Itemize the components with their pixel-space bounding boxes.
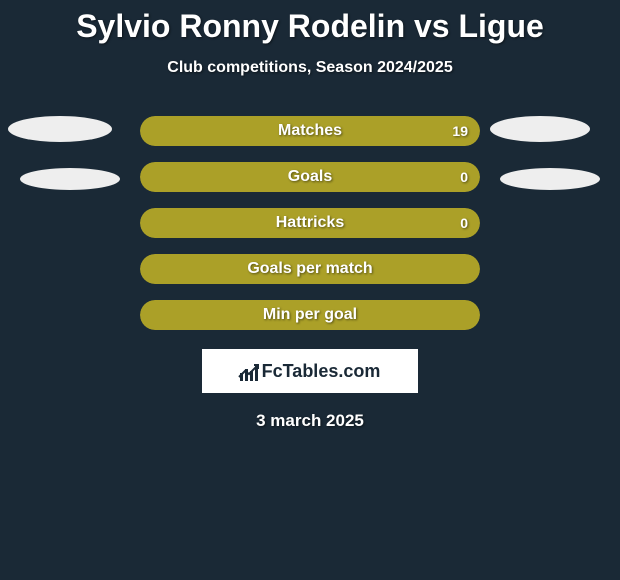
right-ellipse-2 <box>500 168 600 190</box>
bar-row: Min per goal <box>140 300 480 330</box>
left-ellipse-1 <box>8 116 112 142</box>
chart-icon <box>240 361 258 381</box>
bars-container: Matches 19 Goals 0 Hattricks 0 Goals per… <box>140 116 480 346</box>
brand-badge: FcTables.com <box>202 349 418 393</box>
bar-row: Goals per match <box>140 254 480 284</box>
bar-label: Min per goal <box>140 300 480 330</box>
subtitle: Club competitions, Season 2024/2025 <box>0 59 620 77</box>
page-title: Sylvio Ronny Rodelin vs Ligue <box>0 0 620 45</box>
comparison-chart: Matches 19 Goals 0 Hattricks 0 Goals per… <box>0 107 620 337</box>
bar-value: 19 <box>452 116 468 146</box>
bar-row: Matches 19 <box>140 116 480 146</box>
brand-text: FcTables.com <box>262 361 381 382</box>
right-ellipse-1 <box>490 116 590 142</box>
bar-value: 0 <box>460 208 468 238</box>
bar-label: Goals <box>140 162 480 192</box>
left-ellipse-2 <box>20 168 120 190</box>
bar-value: 0 <box>460 162 468 192</box>
bar-row: Goals 0 <box>140 162 480 192</box>
bar-label: Goals per match <box>140 254 480 284</box>
bar-row: Hattricks 0 <box>140 208 480 238</box>
bar-label: Matches <box>140 116 480 146</box>
date-label: 3 march 2025 <box>0 411 620 431</box>
bar-label: Hattricks <box>140 208 480 238</box>
